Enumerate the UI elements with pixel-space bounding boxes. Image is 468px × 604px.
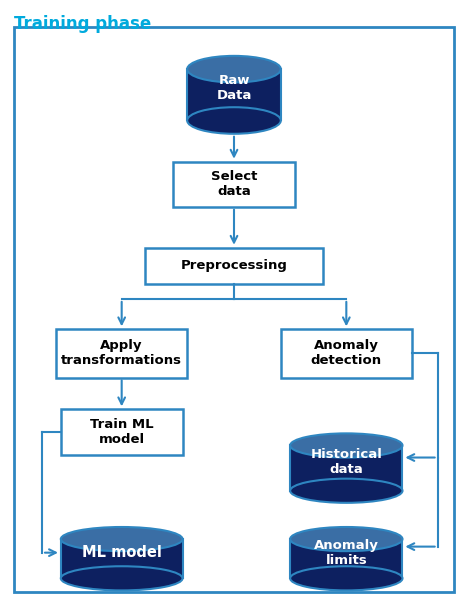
Ellipse shape — [187, 56, 281, 83]
FancyBboxPatch shape — [56, 329, 187, 378]
FancyBboxPatch shape — [173, 162, 295, 207]
FancyBboxPatch shape — [145, 248, 323, 284]
Text: Anomaly
limits: Anomaly limits — [314, 539, 379, 567]
Text: Training phase: Training phase — [14, 15, 151, 33]
Bar — [290, 539, 402, 579]
Text: Raw
Data: Raw Data — [216, 74, 252, 102]
Text: ML model: ML model — [82, 545, 161, 560]
Text: Preprocessing: Preprocessing — [181, 259, 287, 272]
FancyBboxPatch shape — [61, 410, 183, 455]
Text: Anomaly
detection: Anomaly detection — [311, 339, 382, 367]
Text: Historical
data: Historical data — [310, 448, 382, 476]
Ellipse shape — [290, 434, 402, 458]
Text: Select
data: Select data — [211, 170, 257, 198]
Bar — [61, 539, 183, 579]
Text: Apply
transformations: Apply transformations — [61, 339, 182, 367]
Text: Train ML
model: Train ML model — [90, 418, 154, 446]
Ellipse shape — [61, 567, 183, 591]
Ellipse shape — [290, 478, 402, 503]
Bar — [290, 446, 402, 490]
Ellipse shape — [61, 527, 183, 551]
Bar — [187, 69, 281, 121]
Ellipse shape — [187, 108, 281, 134]
FancyBboxPatch shape — [281, 329, 412, 378]
Ellipse shape — [290, 567, 402, 591]
Ellipse shape — [290, 527, 402, 551]
